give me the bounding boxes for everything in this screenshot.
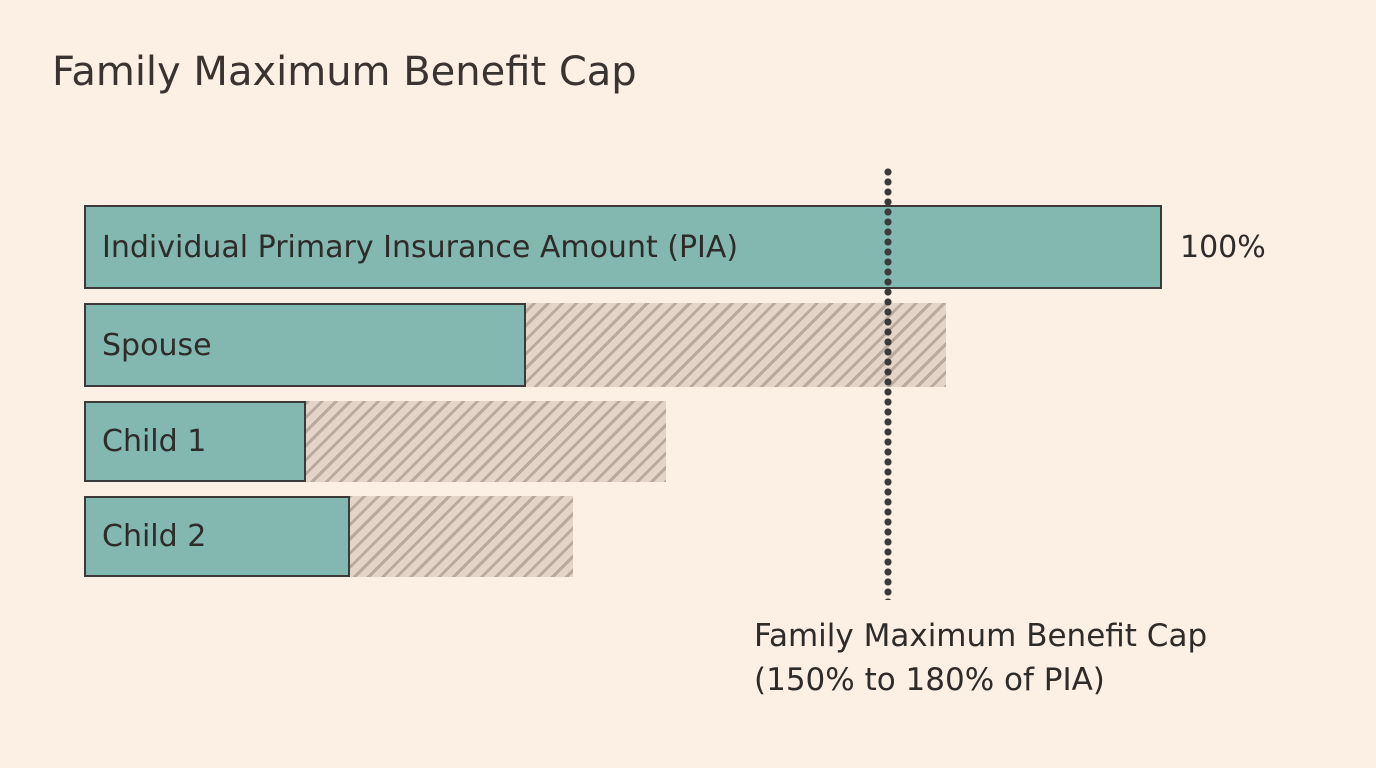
family-cap-label-line-1: Family Maximum Benefit Cap [754, 618, 1208, 654]
child-1-bar-label: Child 1 [102, 424, 207, 459]
bar-row-spouse: Spouse [84, 303, 946, 387]
spouse-bar [84, 303, 526, 387]
bar-row-pia: Individual Primary Insurance Amount (PIA… [84, 205, 1162, 289]
family-cap-dotted-line [884, 167, 892, 600]
child-2-bar-label: Child 2 [102, 519, 207, 554]
bar-row-child-2: Child 2 [84, 496, 573, 577]
child-1-bar [84, 401, 306, 482]
diagram-title: Family Maximum Benefit Cap [52, 49, 637, 95]
family-cap-label: Family Maximum Benefit Cap (150% to 180%… [754, 614, 1207, 702]
family-cap-label-line-2: (150% to 180% of PIA) [754, 662, 1105, 698]
pia-percent-label: 100% [1180, 230, 1266, 265]
spouse-bar-label: Spouse [102, 327, 212, 363]
pia-bar [84, 205, 1162, 289]
child-2-bar [84, 496, 350, 577]
pia-bar-label: Individual Primary Insurance Amount (PIA… [102, 229, 739, 265]
bar-row-child-1: Child 1 [84, 401, 666, 482]
